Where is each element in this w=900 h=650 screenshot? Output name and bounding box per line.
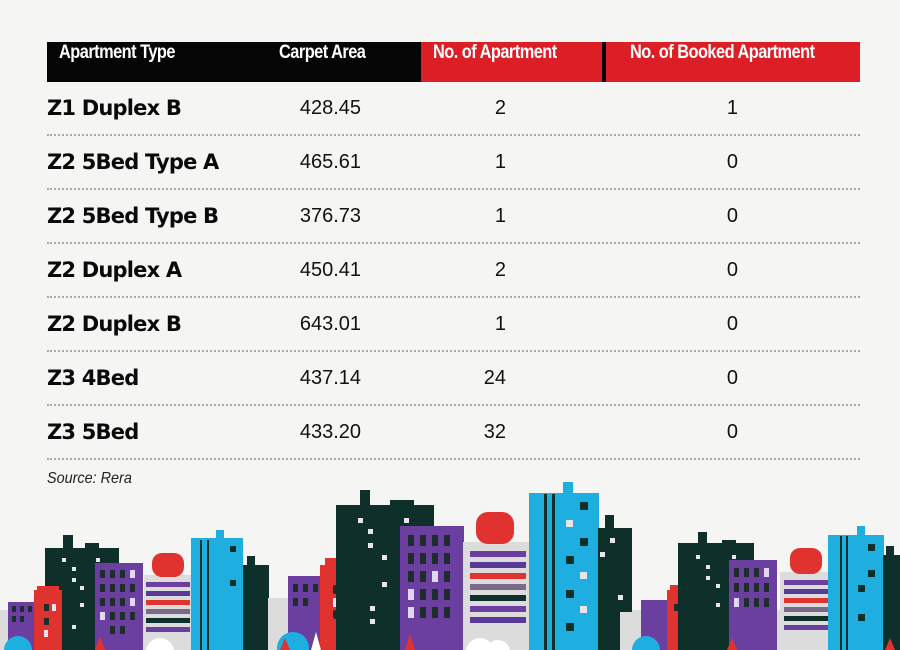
cell-area: 465.61 — [299, 150, 361, 173]
table-row: Z1 Duplex B 428.45 2 1 — [47, 82, 860, 136]
cell-area: 433.20 — [299, 420, 361, 443]
table-row: Z3 4Bed 437.14 24 0 — [47, 352, 860, 406]
apartment-table: Apartment Type Carpet Area No. of Apartm… — [47, 42, 860, 460]
cell-type: Z2 5Bed Type B — [47, 204, 219, 228]
table-row: Z2 Duplex B 643.01 1 0 — [47, 298, 860, 352]
cell-apartments: 32 — [483, 420, 506, 443]
header-no-of-booked: No. of Booked Apartment — [630, 42, 815, 63]
cell-type: Z2 Duplex A — [47, 258, 182, 282]
cell-booked: 1 — [726, 96, 738, 119]
cityscape-illustration — [0, 482, 900, 650]
cell-apartments: 1 — [494, 150, 506, 173]
header-no-of-apartment: No. of Apartment — [433, 42, 557, 63]
cell-type: Z3 5Bed — [47, 420, 139, 444]
cell-area: 450.41 — [299, 258, 361, 281]
cell-apartments: 1 — [494, 204, 506, 227]
cell-area: 437.14 — [299, 366, 361, 389]
cell-booked: 0 — [726, 150, 738, 173]
cell-apartments: 1 — [494, 312, 506, 335]
cell-booked: 0 — [726, 420, 738, 443]
cell-booked: 0 — [726, 366, 738, 389]
source-note: Source: Rera — [47, 470, 132, 487]
cell-booked: 0 — [726, 312, 738, 335]
cell-apartments: 2 — [494, 96, 506, 119]
cell-type: Z1 Duplex B — [47, 96, 182, 120]
table-row: Z2 Duplex A 450.41 2 0 — [47, 244, 860, 298]
cell-area: 428.45 — [299, 96, 361, 119]
cell-type: Z2 5Bed Type A — [47, 150, 219, 174]
cell-apartments: 24 — [483, 366, 506, 389]
cell-area: 376.73 — [299, 204, 361, 227]
header-apartment-type: Apartment Type — [59, 42, 175, 63]
table-row: Z2 5Bed Type A 465.61 1 0 — [47, 136, 860, 190]
cell-booked: 0 — [726, 204, 738, 227]
cell-area: 643.01 — [299, 312, 361, 335]
cell-apartments: 2 — [494, 258, 506, 281]
table-row: Z3 5Bed 433.20 32 0 — [47, 406, 860, 460]
cell-type: Z2 Duplex B — [47, 312, 182, 336]
cell-booked: 0 — [726, 258, 738, 281]
table-row: Z2 5Bed Type B 376.73 1 0 — [47, 190, 860, 244]
cell-type: Z3 4Bed — [47, 366, 139, 390]
table-header: Apartment Type Carpet Area No. of Apartm… — [47, 42, 860, 82]
header-carpet-area: Carpet Area — [279, 42, 366, 63]
